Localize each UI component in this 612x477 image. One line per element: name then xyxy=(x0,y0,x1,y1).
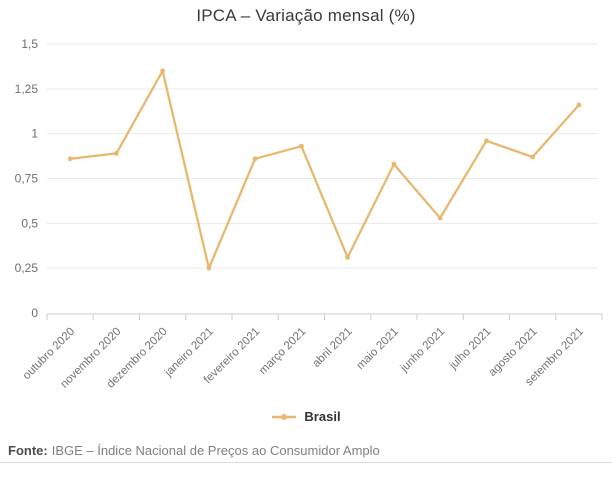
y-axis-label: 0 xyxy=(31,306,38,320)
source-label: Fonte: xyxy=(8,443,48,458)
data-point[interactable] xyxy=(391,161,397,167)
legend-marker-brasil xyxy=(272,413,297,420)
data-point[interactable] xyxy=(114,151,119,156)
series-line-brasil xyxy=(68,69,581,270)
data-point[interactable] xyxy=(484,138,489,144)
y-axis-label: 1 xyxy=(31,127,38,141)
data-point[interactable] xyxy=(437,215,443,221)
source-text: IBGE – Índice Nacional de Preços ao Cons… xyxy=(51,443,380,458)
x-axis-label: abril 2021 xyxy=(311,326,355,370)
y-axis-label: 0,25 xyxy=(15,261,39,275)
legend-dot-icon xyxy=(281,413,288,420)
data-point[interactable] xyxy=(67,156,73,162)
data-point[interactable] xyxy=(252,156,258,162)
source-footer: Fonte: IBGE – Índice Nacional de Preços a… xyxy=(8,443,604,458)
y-axis-label: 1,25 xyxy=(15,82,39,96)
y-axis-label: 0,5 xyxy=(21,216,38,230)
x-axis-label: março 2021 xyxy=(257,326,308,377)
data-point[interactable] xyxy=(299,143,304,149)
data-point[interactable] xyxy=(576,102,582,108)
data-point[interactable] xyxy=(345,255,350,260)
bottom-divider xyxy=(0,462,612,463)
legend-label-brasil: Brasil xyxy=(304,409,341,424)
legend[interactable]: Brasil xyxy=(0,409,612,424)
x-axis-label: maio 2021 xyxy=(355,326,401,372)
x-axis-label: junho 2021 xyxy=(398,326,447,375)
y-axis-label: 0,75 xyxy=(15,172,39,186)
x-axis-label: julho 2021 xyxy=(447,326,494,373)
data-point[interactable] xyxy=(160,68,166,74)
chart-title: IPCA – Variação mensal (%) xyxy=(196,6,416,25)
data-point[interactable] xyxy=(530,154,535,160)
y-axis-label: 1,5 xyxy=(21,37,38,51)
data-point[interactable] xyxy=(206,265,212,271)
